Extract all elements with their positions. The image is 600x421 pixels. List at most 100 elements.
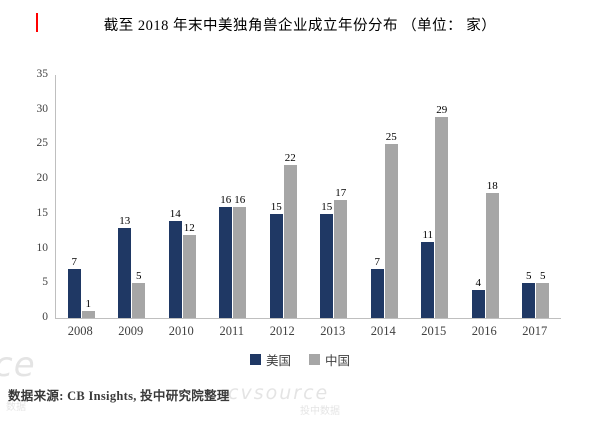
bar-group: 7 25: [359, 131, 410, 318]
plot-area: 7 1 13 5 14 12 16 16 15 22 15 17 7 25 11 29 4 18 5 5: [55, 75, 561, 319]
bar-group: 13 5: [107, 215, 158, 318]
bar-中国: [536, 283, 550, 318]
bar-中国: [233, 206, 247, 318]
bar-value-label: 13: [119, 214, 131, 227]
bar-value-label: 22: [284, 152, 296, 165]
bar-column: 7: [370, 256, 384, 318]
bar-group: 14 12: [157, 208, 208, 318]
bar-value-label: 5: [526, 270, 532, 283]
bar-column: 15: [320, 201, 334, 318]
bar-value-label: 11: [422, 228, 434, 241]
x-tick-label: 2012: [269, 324, 295, 338]
bar-中国: [485, 193, 499, 318]
bar-美国: [370, 269, 384, 318]
bar-column: 22: [283, 152, 297, 318]
bar-value-label: 18: [486, 179, 498, 192]
bar-中国: [283, 165, 297, 318]
bar-group: 15 22: [258, 152, 309, 318]
bar-column: 15: [269, 201, 283, 318]
bar-group: 4 18: [460, 180, 511, 318]
bar-column: 18: [485, 180, 499, 318]
bar-value-label: 12: [183, 221, 195, 234]
legend-item: 美国: [249, 350, 291, 369]
bar-column: 5: [132, 270, 146, 318]
bar-value-label: 1: [85, 297, 92, 310]
red-accent-mark: [36, 13, 38, 32]
bar-美国: [269, 213, 283, 318]
bar-美国: [168, 220, 182, 318]
bar-column: 29: [435, 104, 449, 318]
bar-中国: [334, 199, 348, 318]
bar-value-label: 5: [540, 270, 546, 283]
bar-中国: [132, 283, 146, 318]
bar-value-label: 4: [475, 277, 482, 290]
x-tick-label: 2016: [471, 324, 497, 338]
x-axis: 2008 2009 2010 2011 2012 2013 2014 2015 2016 2017: [55, 324, 560, 339]
bar-中国: [384, 144, 398, 318]
bar-美国: [471, 290, 485, 318]
bar-column: 16: [233, 194, 247, 318]
bar-column: 4: [471, 277, 485, 318]
x-tick-label: 2017: [522, 324, 548, 338]
legend-swatch-icon: [249, 354, 261, 365]
bar-美国: [320, 213, 334, 318]
bar-美国: [219, 206, 233, 318]
y-tick-label: 35: [36, 68, 49, 80]
y-tick-label: 0: [42, 311, 48, 323]
data-source-note: 数据来源: CB Insights, 投中研究院整理: [8, 389, 230, 403]
bar-group: 16 16: [208, 194, 259, 318]
bar-value-label: 15: [321, 200, 333, 213]
x-tick-label: 2014: [370, 324, 396, 338]
bar-column: 16: [219, 194, 233, 318]
bar-value-label: 17: [335, 186, 347, 199]
x-tick-label: 2013: [320, 324, 346, 338]
bar-value-label: 5: [136, 270, 142, 283]
legend-label: 中国: [325, 354, 351, 368]
bar-美国: [421, 241, 435, 318]
legend: 美国 中国: [0, 350, 600, 369]
y-tick-label: 25: [36, 137, 49, 150]
bar-中国: [435, 116, 449, 318]
bar-美国: [522, 283, 536, 318]
bar-美国: [67, 269, 81, 318]
bar-column: 17: [334, 187, 348, 318]
bar-column: 14: [168, 208, 182, 318]
y-tick-label: 30: [36, 102, 49, 115]
legend-swatch-icon: [309, 354, 320, 365]
bar-column: 13: [118, 215, 132, 318]
bar-column: 7: [67, 256, 81, 318]
bar-value-label: 14: [169, 207, 181, 220]
bar-value-label: 7: [374, 256, 381, 269]
y-tick-label: 15: [36, 206, 49, 219]
x-tick-label: 2011: [219, 324, 245, 338]
bar-value-label: 16: [234, 193, 246, 206]
legend-label: 美国: [265, 354, 291, 368]
legend-item: 中国: [309, 350, 350, 369]
bar-group: 15 17: [309, 187, 360, 318]
bar-column: 5: [536, 270, 550, 318]
bar-美国: [118, 227, 132, 318]
bar-中国: [81, 311, 95, 318]
bar-value-label: 29: [436, 103, 448, 116]
bar-group: 11 29: [410, 104, 461, 318]
watermark-center-text: 投中数据: [300, 406, 340, 417]
x-tick-label: 2015: [421, 324, 447, 338]
y-tick-label: 10: [36, 241, 49, 254]
bar-value-label: 7: [71, 256, 78, 269]
bar-column: 5: [522, 270, 536, 318]
y-tick-label: 5: [42, 276, 48, 289]
bar-value-label: 25: [385, 131, 397, 144]
watermark-center: cvsource: [228, 382, 330, 404]
x-tick-label: 2010: [168, 324, 194, 338]
bar-value-label: 15: [270, 200, 282, 213]
bar-column: 25: [384, 131, 398, 318]
x-tick-label: 2009: [118, 324, 144, 338]
y-tick-label: 20: [36, 172, 49, 185]
bar-中国: [182, 234, 196, 318]
bar-value-label: 16: [220, 193, 232, 206]
bar-column: 12: [182, 222, 196, 318]
bar-column: 1: [81, 298, 95, 318]
